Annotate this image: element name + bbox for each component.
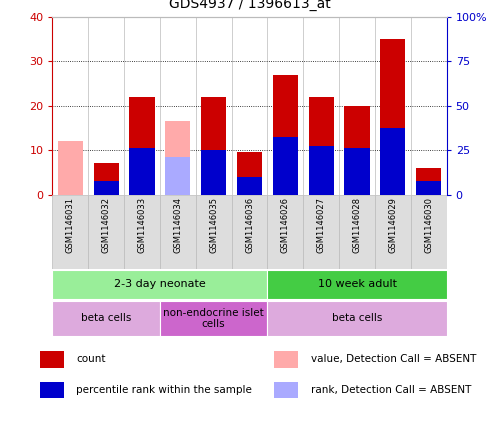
Text: rank, Detection Call = ABSENT: rank, Detection Call = ABSENT bbox=[311, 385, 471, 395]
Text: GSM1146031: GSM1146031 bbox=[66, 197, 75, 253]
Bar bbox=[124, 195, 160, 269]
Bar bbox=[344, 106, 370, 195]
Bar bbox=[129, 97, 155, 195]
Bar bbox=[267, 195, 303, 269]
Bar bbox=[411, 195, 447, 269]
Bar bbox=[58, 141, 83, 195]
Text: GSM1146026: GSM1146026 bbox=[281, 197, 290, 253]
Text: percentile rank within the sample: percentile rank within the sample bbox=[76, 385, 252, 395]
Bar bbox=[416, 168, 441, 195]
Text: GSM1146027: GSM1146027 bbox=[317, 197, 326, 253]
Bar bbox=[165, 157, 191, 195]
Text: GSM1146032: GSM1146032 bbox=[102, 197, 111, 253]
Bar bbox=[303, 195, 339, 269]
Bar bbox=[237, 152, 262, 195]
Text: GSM1146033: GSM1146033 bbox=[138, 197, 147, 253]
Bar bbox=[232, 195, 267, 269]
Bar bbox=[380, 39, 405, 195]
Bar bbox=[52, 301, 160, 335]
Bar bbox=[375, 195, 411, 269]
Bar bbox=[416, 181, 441, 195]
Bar bbox=[40, 351, 64, 368]
Bar bbox=[88, 195, 124, 269]
Bar bbox=[160, 195, 196, 269]
Bar bbox=[380, 128, 405, 195]
Bar bbox=[94, 181, 119, 195]
Text: value, Detection Call = ABSENT: value, Detection Call = ABSENT bbox=[311, 354, 476, 364]
Text: GSM1146030: GSM1146030 bbox=[424, 197, 433, 253]
Text: GSM1146036: GSM1146036 bbox=[245, 197, 254, 253]
Text: GSM1146029: GSM1146029 bbox=[388, 197, 397, 253]
Text: GSM1146035: GSM1146035 bbox=[209, 197, 218, 253]
Text: GSM1146034: GSM1146034 bbox=[173, 197, 182, 253]
Bar bbox=[129, 148, 155, 195]
Bar bbox=[201, 97, 226, 195]
Text: 2-3 day neonate: 2-3 day neonate bbox=[114, 280, 206, 289]
Bar bbox=[274, 382, 298, 398]
Bar bbox=[274, 351, 298, 368]
Bar bbox=[308, 97, 334, 195]
Bar bbox=[201, 150, 226, 195]
Text: 10 week adult: 10 week adult bbox=[317, 280, 397, 289]
Text: GSM1146028: GSM1146028 bbox=[352, 197, 361, 253]
Bar bbox=[196, 195, 232, 269]
Bar bbox=[267, 270, 447, 299]
Bar bbox=[273, 74, 298, 195]
Text: beta cells: beta cells bbox=[332, 313, 382, 323]
Bar bbox=[52, 270, 267, 299]
Bar bbox=[160, 301, 267, 335]
Text: non-endocrine islet
cells: non-endocrine islet cells bbox=[163, 308, 264, 329]
Bar bbox=[40, 382, 64, 398]
Bar bbox=[165, 121, 191, 195]
Bar bbox=[339, 195, 375, 269]
Bar bbox=[308, 146, 334, 195]
Bar bbox=[52, 195, 88, 269]
Bar bbox=[94, 164, 119, 195]
Bar bbox=[344, 148, 370, 195]
Bar bbox=[273, 137, 298, 195]
Text: beta cells: beta cells bbox=[81, 313, 131, 323]
Bar bbox=[267, 301, 447, 335]
Bar bbox=[237, 177, 262, 195]
Text: count: count bbox=[76, 354, 106, 364]
Text: GDS4937 / 1396613_at: GDS4937 / 1396613_at bbox=[169, 0, 330, 11]
